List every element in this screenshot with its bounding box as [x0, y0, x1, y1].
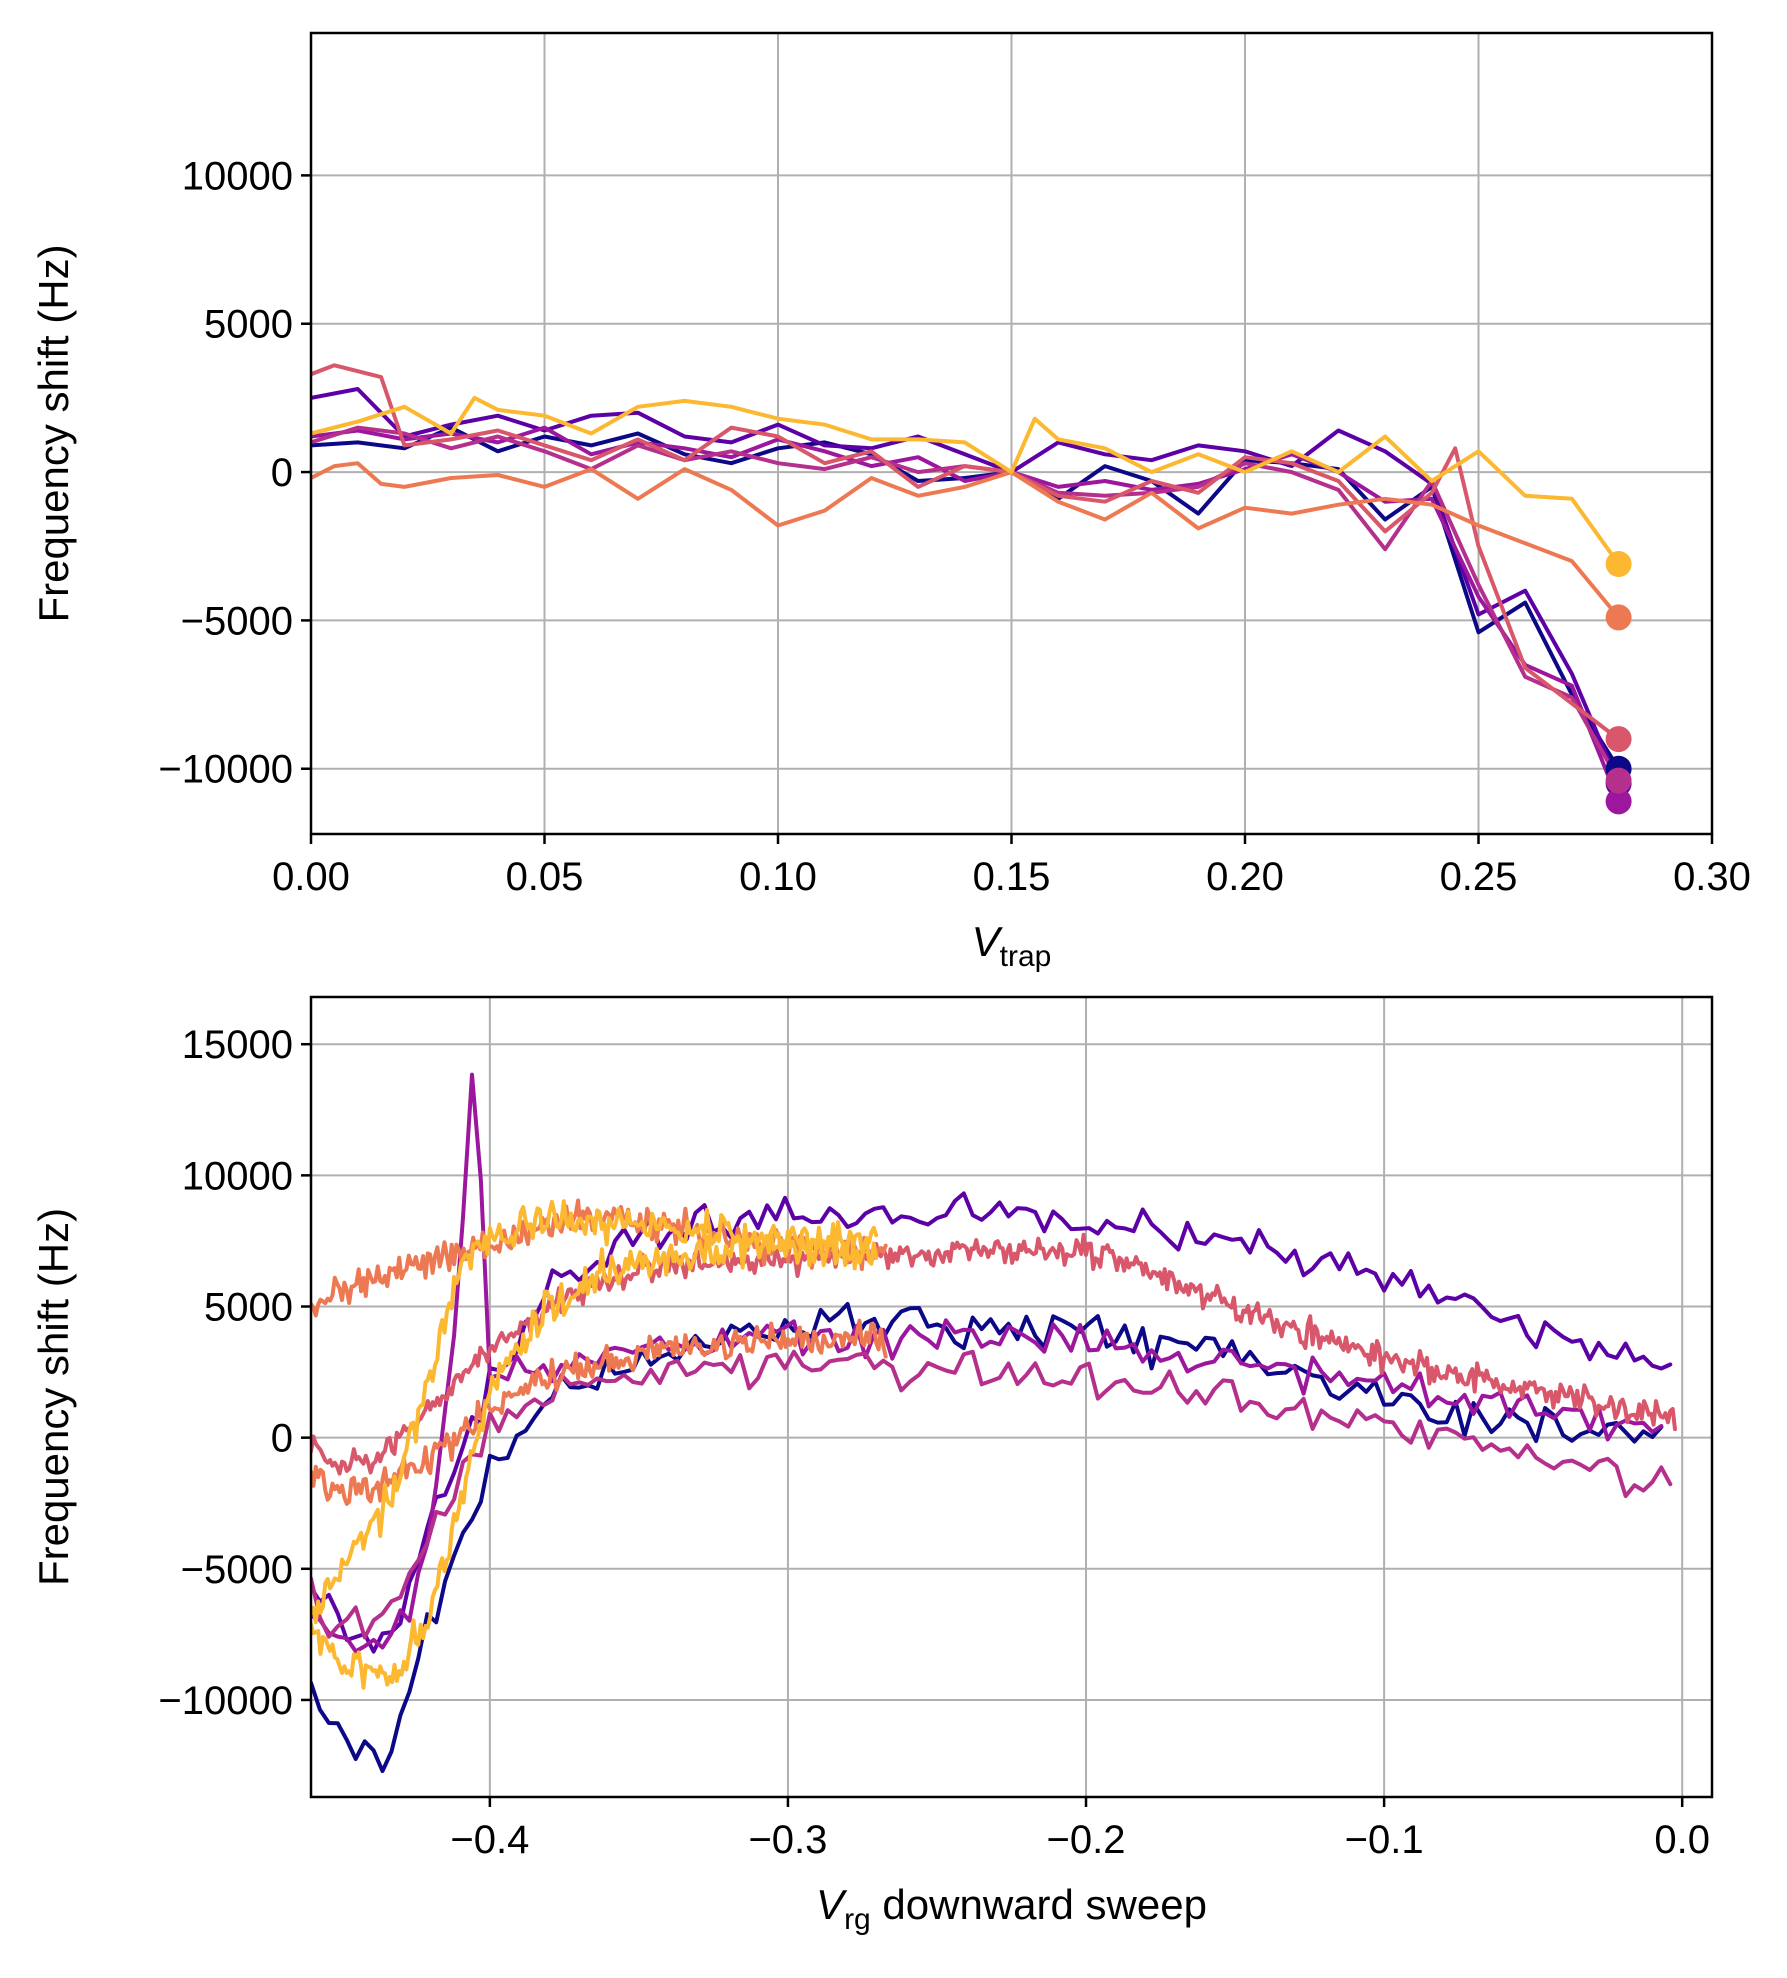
- y-tick-label: −10000: [158, 1679, 293, 1723]
- x-tick-label: 0.25: [1440, 855, 1518, 899]
- series-line-4: [311, 363, 1621, 742]
- series-line-5: [311, 461, 1621, 620]
- x-axis-label: Vrg downward sweep: [816, 1881, 1207, 1936]
- y-tick-label: 0: [271, 451, 293, 495]
- series-line-6: [311, 1318, 888, 1506]
- series-line-2: [311, 1072, 1664, 1654]
- x-tick-label: −0.2: [1047, 1818, 1126, 1862]
- series-line-6: [311, 395, 1621, 566]
- y-tick-label: −5000: [181, 599, 293, 643]
- y-tick-label: 10000: [182, 154, 293, 198]
- series-line-4: [311, 1232, 1677, 1476]
- x-tick-label: 0.20: [1206, 855, 1284, 899]
- y-tick-label: 5000: [204, 1286, 293, 1330]
- x-tick-label: 0.05: [506, 855, 584, 899]
- plot-frame: [309, 995, 1714, 1799]
- end-point-marker-4: [1605, 726, 1632, 753]
- series-line-1: [311, 387, 1621, 786]
- x-tick-label: −0.3: [748, 1818, 827, 1862]
- end-point-marker-3: [1605, 767, 1632, 794]
- top-chart-panel: 0.00 0.05 0.10 0.15 0.20 0.25 0.30 −10000 −5000 0…: [30, 31, 1751, 973]
- end-point-marker-6: [1605, 551, 1632, 578]
- end-point-marker-5: [1605, 604, 1632, 631]
- x-tick-label: −0.1: [1345, 1818, 1424, 1862]
- y-tick-label: 0: [271, 1417, 293, 1461]
- series-line-1: [311, 1191, 1673, 1654]
- x-tick-label: −0.4: [450, 1818, 529, 1862]
- x-axis-label: Vtrap: [972, 918, 1052, 973]
- end-point-marker-2: [1605, 788, 1632, 815]
- series-line-3: [311, 1349, 1673, 1640]
- y-tick-label: −10000: [158, 748, 293, 792]
- y-axis-label: Frequency shift (Hz): [30, 1208, 77, 1586]
- x-tick-label: 0.15: [973, 855, 1051, 899]
- series-line-0: [311, 1302, 1664, 1774]
- series-group: [311, 1072, 1677, 1774]
- bottom-chart-panel: −0.4 −0.3 −0.2 −0.1 0.0 −10000 −5000 0 5000 10000…: [30, 995, 1714, 1936]
- x-tick-label: 0.10: [739, 855, 817, 899]
- x-tick-label: 0.0: [1654, 1818, 1710, 1862]
- y-tick-label: 15000: [182, 1023, 293, 1067]
- x-tick-label: 0.00: [272, 855, 350, 899]
- y-tick-label: 10000: [182, 1154, 293, 1198]
- y-tick-label: 5000: [204, 303, 293, 347]
- series-line-2: [311, 425, 1621, 804]
- y-tick-label: −5000: [181, 1548, 293, 1592]
- x-tick-label: 0.30: [1673, 855, 1751, 899]
- y-axis-label: Frequency shift (Hz): [30, 244, 77, 622]
- series-group: [311, 363, 1621, 804]
- series-line-8: [311, 1199, 879, 1625]
